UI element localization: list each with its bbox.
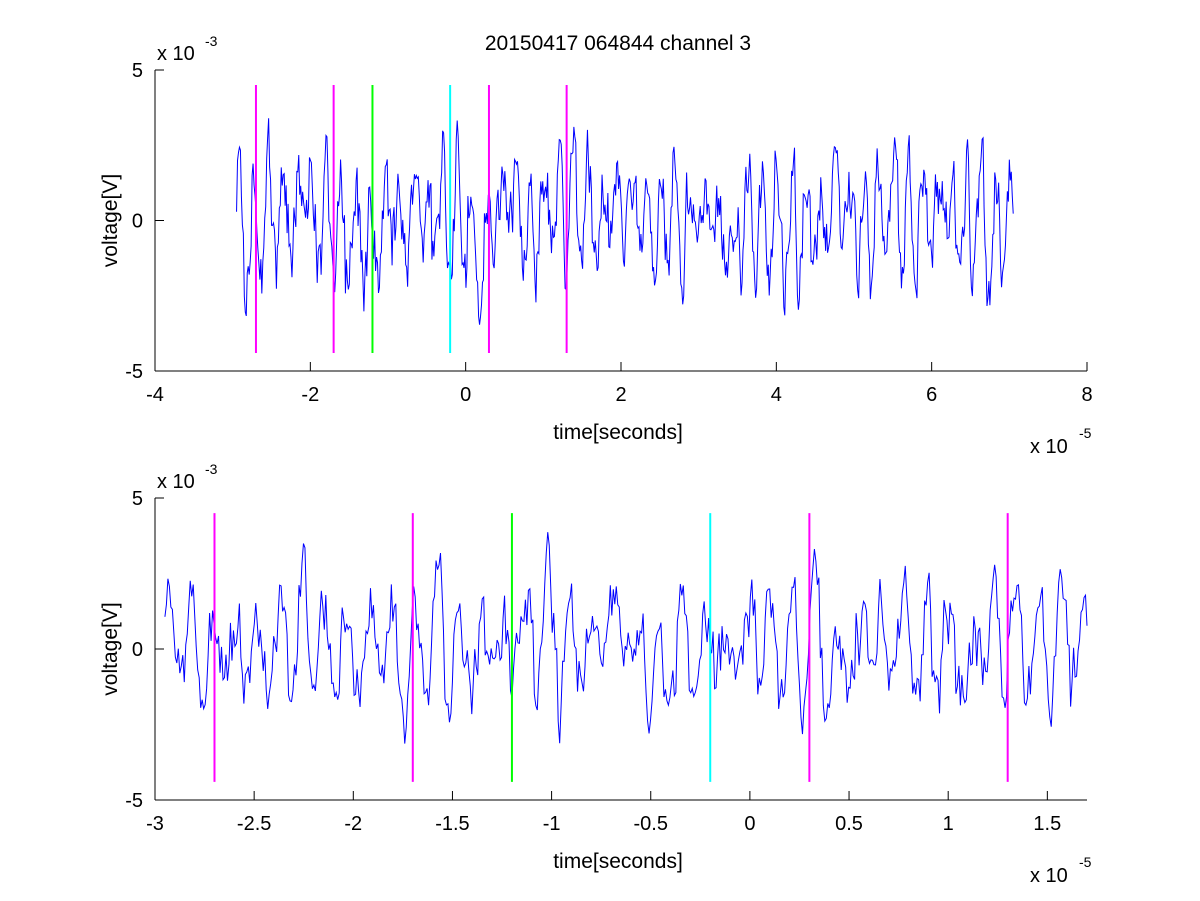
x-tick-label: -3 xyxy=(146,813,164,835)
x-tick-label: 0 xyxy=(744,813,755,835)
y-axis-label: voltage[V] xyxy=(99,174,122,267)
y-tick-label: -5 xyxy=(125,361,143,383)
y-tick-label: 5 xyxy=(132,60,143,82)
x-exponent-label: x 10 xyxy=(1030,436,1068,458)
x-axis-label: time[seconds] xyxy=(553,850,683,873)
y-tick-label: -5 xyxy=(125,790,143,812)
y-tick-label: 0 xyxy=(132,211,143,233)
x-exponent-power: -5 xyxy=(1079,425,1092,441)
x-exponent-label: x 10 xyxy=(1030,865,1068,887)
x-exponent-power: -5 xyxy=(1079,854,1092,870)
y-exponent-label: x 10 xyxy=(157,471,195,493)
bottom-plot: -3 -2.5 -2 -1.5 -1 -0.5 0 0.5 1 1.5 -5 0 5 x 10 -3 x 10… xyxy=(99,461,1092,887)
x-tick-label: 8 xyxy=(1081,384,1092,406)
y-tick-label: 0 xyxy=(132,639,143,661)
x-tick-label: -4 xyxy=(146,384,164,406)
x-tick-label: -0.5 xyxy=(634,813,668,835)
x-tick-label: -2 xyxy=(301,384,319,406)
y-exponent-label: x 10 xyxy=(157,43,195,65)
x-axis-label: time[seconds] xyxy=(553,421,683,444)
x-tick-label: 1.5 xyxy=(1033,813,1061,835)
y-exponent-power: -3 xyxy=(205,33,218,49)
figure-title: 20150417 064844 channel 3 xyxy=(485,32,751,55)
signal-series-line xyxy=(164,532,1088,744)
y-axis-label: voltage[V] xyxy=(99,602,122,695)
x-tick-label: -2.5 xyxy=(237,813,271,835)
signal-series-line xyxy=(236,118,1014,325)
x-tick-label: -2 xyxy=(344,813,362,835)
y-tick-label: 5 xyxy=(132,488,143,510)
x-tick-label: 4 xyxy=(771,384,782,406)
x-tick-label: 2 xyxy=(615,384,626,406)
x-tick-label: 0 xyxy=(460,384,471,406)
x-tick-label: 0.5 xyxy=(835,813,863,835)
top-plot: -4 -2 0 2 4 6 8 -5 0 5 x 10 -3 x 10 -5 time[seconds] vo… xyxy=(99,33,1093,458)
x-tick-label: 1 xyxy=(943,813,954,835)
x-tick-label: -1.5 xyxy=(435,813,469,835)
y-exponent-power: -3 xyxy=(205,461,218,477)
x-tick-label: -1 xyxy=(543,813,561,835)
x-tick-label: 6 xyxy=(926,384,937,406)
